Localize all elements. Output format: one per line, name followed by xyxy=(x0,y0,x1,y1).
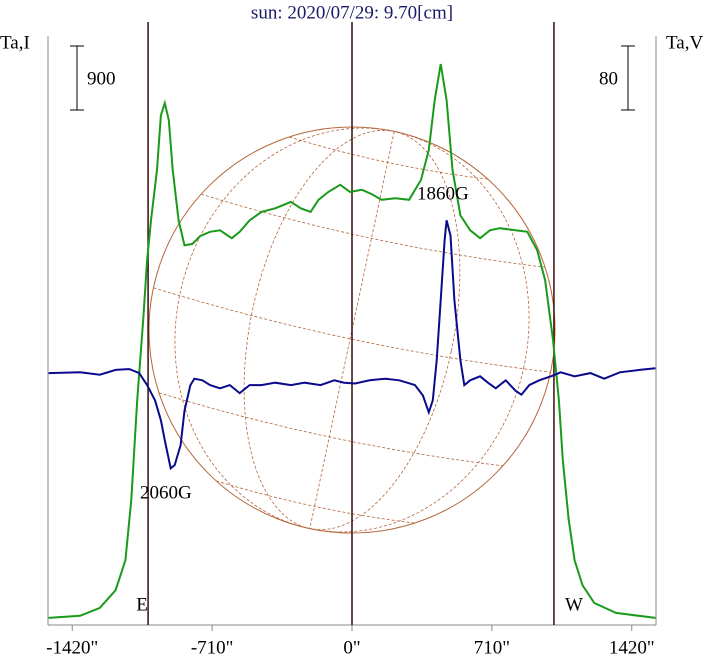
limb-label: E xyxy=(136,594,148,615)
limb-label: W xyxy=(565,594,583,615)
x-tick-label: 1420" xyxy=(609,637,655,658)
x-tick-label: 710" xyxy=(474,637,510,658)
parallel xyxy=(153,287,551,373)
x-tick-label: -1420" xyxy=(46,637,98,658)
scale-bar-label: 80 xyxy=(599,68,618,89)
parallel xyxy=(201,193,546,268)
x-tick-label: -710" xyxy=(191,637,234,658)
y-axis-label: Ta,I xyxy=(0,32,30,53)
y2-axis-label: Ta,V xyxy=(666,32,703,53)
solar-disk-grid xyxy=(148,126,556,534)
series-line xyxy=(48,63,656,619)
x-tick-label: 0" xyxy=(343,637,360,658)
parallel xyxy=(216,480,415,524)
parallel xyxy=(158,392,503,467)
annotation: 2060G xyxy=(140,482,192,503)
annotation: 1860G xyxy=(417,183,469,204)
scale-bar-label: 900 xyxy=(87,68,116,89)
parallel xyxy=(289,136,488,180)
chart-title: sun: 2020/07/29: 9.70[cm] xyxy=(251,2,453,23)
series-line xyxy=(48,220,656,471)
